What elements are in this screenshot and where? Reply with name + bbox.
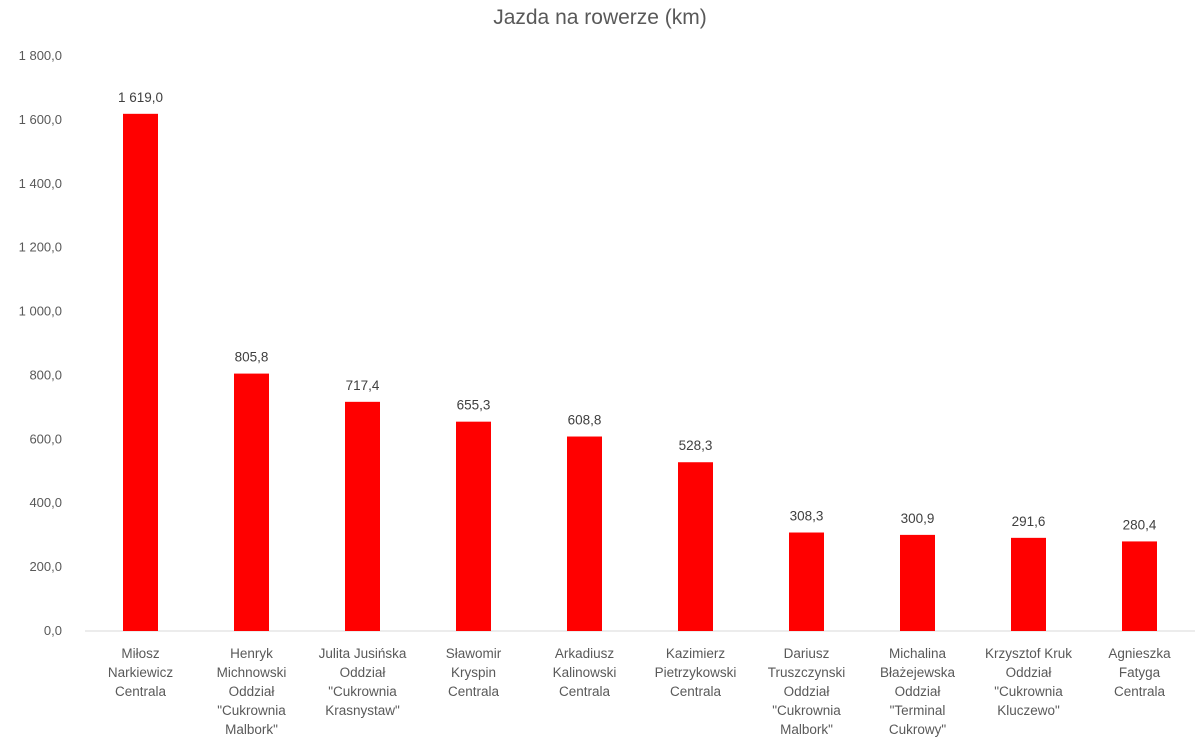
category-label-line: Malbork" — [780, 722, 833, 737]
category-label: Julita Jusińska Oddział "Cukrownia Krasnyst… — [319, 646, 407, 718]
y-tick-label: 1 000,0 — [19, 304, 62, 319]
category-label-line: Oddział — [895, 684, 941, 699]
bar — [567, 436, 602, 631]
data-label: 717,4 — [346, 378, 380, 393]
data-label: 291,6 — [1012, 514, 1046, 529]
category-label-line: Centrala — [559, 684, 611, 699]
bar — [234, 373, 269, 631]
category-label-line: Centrala — [1114, 684, 1166, 699]
y-tick-label: 600,0 — [29, 431, 62, 446]
category-label-line: "Terminal — [890, 703, 946, 718]
category-label-line: "Cukrownia — [994, 684, 1063, 699]
category-label-line: Błażejewska — [880, 665, 956, 680]
category-label-line: Krzysztof Kruk — [985, 646, 1072, 661]
category-label: Sławomir Kryspin Centrala — [446, 646, 502, 699]
category-label-line: Henryk — [230, 646, 273, 661]
category-label: Michalina Błażejewska Oddział "Terminal Cukr… — [880, 646, 956, 737]
category-label-line: Centrala — [670, 684, 722, 699]
category-label-line: Kryspin — [451, 665, 496, 680]
data-label: 280,4 — [1123, 517, 1157, 532]
category-label: Krzysztof Kruk Oddział "Cukrownia Kluczewo" — [985, 646, 1072, 718]
category-label-line: Oddział — [340, 665, 386, 680]
bar — [1011, 537, 1046, 631]
y-tick-label: 0,0 — [44, 623, 62, 638]
data-label: 655,3 — [457, 398, 491, 413]
category-label-line: Malbork" — [225, 722, 278, 737]
category-label: Kazimierz Pietrzykowski Centrala — [655, 646, 737, 699]
bar — [345, 401, 380, 631]
data-label: 608,8 — [568, 413, 602, 428]
category-label-line: Dariusz — [784, 646, 830, 661]
category-label-line: Michnowski — [217, 665, 287, 680]
category-label: Miłosz Narkiewicz Centrala — [108, 646, 174, 699]
category-label: Henryk Michnowski Oddział "Cukrownia Malbork… — [217, 646, 287, 737]
y-tick-label: 1 400,0 — [19, 176, 62, 191]
data-label: 1 619,0 — [118, 90, 163, 105]
data-label: 528,3 — [679, 438, 713, 453]
category-label-line: Fatyga — [1119, 665, 1161, 680]
category-label-line: "Cukrownia — [328, 684, 397, 699]
bar — [789, 532, 824, 631]
data-label: 308,3 — [790, 509, 824, 524]
y-tick-label: 200,0 — [29, 559, 62, 574]
bar — [456, 421, 491, 631]
category-label-line: "Cukrownia — [772, 703, 841, 718]
category-label-line: Agnieszka — [1108, 646, 1171, 661]
category-label-line: Narkiewicz — [108, 665, 174, 680]
y-tick-label: 1 200,0 — [19, 240, 62, 255]
category-label-line: Krasnystaw" — [325, 703, 400, 718]
category-label: Dariusz Truszczynski Oddział "Cukrownia Malb… — [768, 646, 846, 737]
category-label: Arkadiusz Kalinowski Centrala — [553, 646, 617, 699]
y-tick-label: 1 800,0 — [19, 48, 62, 63]
data-label: 805,8 — [235, 350, 269, 365]
category-label-line: Centrala — [448, 684, 500, 699]
category-label-line: Oddział — [784, 684, 830, 699]
y-tick-label: 1 600,0 — [19, 112, 62, 127]
category-label: Agnieszka Fatyga Centrala — [1108, 646, 1171, 699]
bar — [1122, 541, 1157, 631]
category-label-line: Sławomir — [446, 646, 502, 661]
category-label-line: Pietrzykowski — [655, 665, 737, 680]
category-label-line: Miłosz — [121, 646, 160, 661]
y-tick-label: 400,0 — [29, 495, 62, 510]
bar — [900, 534, 935, 631]
data-label: 300,9 — [901, 511, 935, 526]
bar — [678, 462, 713, 631]
category-label-line: Truszczynski — [768, 665, 846, 680]
chart-title: Jazda na rowerze (km) — [493, 6, 707, 29]
category-label-line: Kalinowski — [553, 665, 617, 680]
category-label-line: Kluczewo" — [997, 703, 1060, 718]
category-label-line: Cukrowy" — [889, 722, 947, 737]
category-label-line: "Cukrownia — [217, 703, 286, 718]
category-label-line: Arkadiusz — [555, 646, 615, 661]
category-label-line: Kazimierz — [666, 646, 726, 661]
category-label-line: Oddział — [229, 684, 275, 699]
category-label-line: Michalina — [889, 646, 947, 661]
category-label-line: Centrala — [115, 684, 167, 699]
bar — [123, 113, 158, 631]
category-label-line: Julita Jusińska — [319, 646, 407, 661]
category-label-line: Oddział — [1006, 665, 1052, 680]
y-tick-label: 800,0 — [29, 367, 62, 382]
